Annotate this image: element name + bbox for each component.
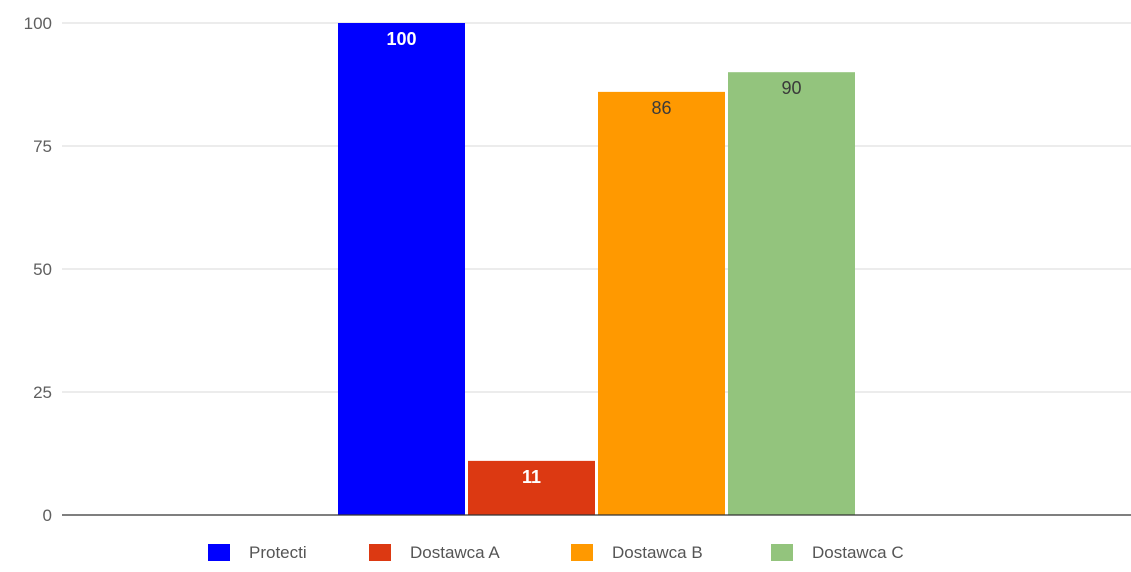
data-label: 90: [781, 78, 801, 98]
data-label: 86: [651, 98, 671, 118]
bars: [338, 23, 855, 515]
legend-label: Dostawca C: [812, 543, 904, 562]
legend-swatch: [208, 544, 230, 561]
legend-swatch: [771, 544, 793, 561]
y-tick-label: 25: [33, 383, 52, 402]
y-tick-label: 50: [33, 260, 52, 279]
legend-label: Protecti: [249, 543, 307, 562]
data-labels: 100 11 86 90: [386, 29, 801, 487]
gridlines: [62, 22, 1131, 393]
legend-label: Dostawca B: [612, 543, 703, 562]
y-tick-label: 0: [43, 506, 52, 525]
legend: Protecti Dostawca A Dostawca B Dostawca C: [208, 543, 904, 562]
bar-protecti: [338, 23, 465, 515]
bar-dostawca-a: [468, 460, 595, 515]
y-axis-ticks: 0 25 50 75 100: [24, 14, 52, 525]
data-label: 11: [522, 467, 541, 487]
y-tick-label: 100: [24, 14, 52, 33]
bar-dostawca-c: [728, 72, 855, 515]
y-tick-label: 75: [33, 137, 52, 156]
bar-dostawca-b: [598, 91, 725, 515]
legend-label: Dostawca A: [410, 543, 500, 562]
legend-swatch: [369, 544, 391, 561]
legend-swatch: [571, 544, 593, 561]
data-label: 100: [386, 29, 416, 49]
